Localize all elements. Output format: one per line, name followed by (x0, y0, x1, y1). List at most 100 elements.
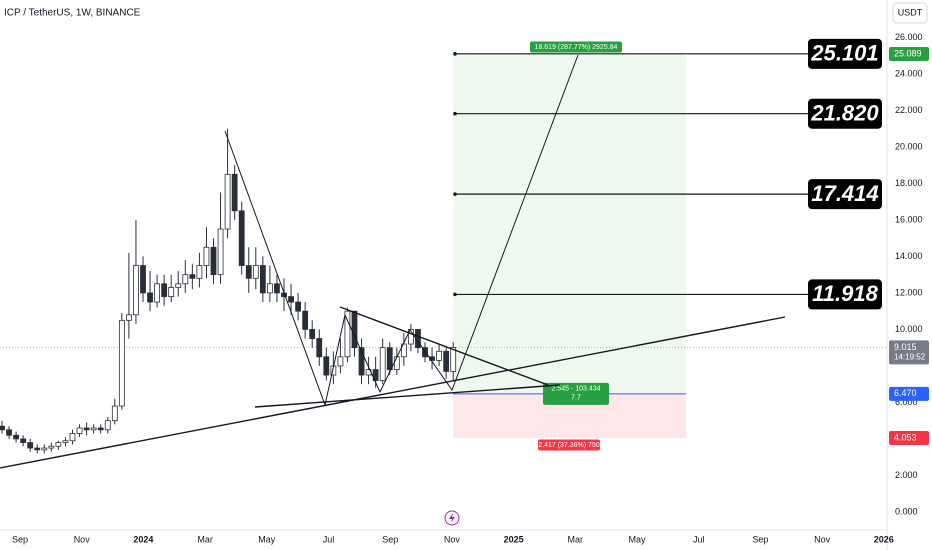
level-label: 17.414 (811, 181, 878, 206)
candle-body (147, 292, 153, 303)
last-price-tag (889, 340, 929, 365)
candle-body (337, 356, 344, 367)
candle-body (196, 265, 203, 279)
level-anchor (453, 192, 457, 196)
chart-title: ICP / TetherUS, 1W, BINANCE (4, 8, 141, 19)
candle-body (175, 283, 182, 288)
candle-body (90, 427, 97, 431)
stop-price: 4.053 (894, 432, 917, 442)
target-price: 25.089 (894, 48, 922, 58)
level-box (808, 279, 882, 310)
x-tick-label: Mar (568, 534, 584, 544)
candle-body (245, 265, 252, 279)
x-tick-label: 2026 (874, 534, 894, 544)
candle-body (238, 210, 245, 266)
candle-body (266, 283, 273, 294)
candle-body (133, 265, 139, 316)
candle-body (27, 442, 34, 449)
candle-body (386, 347, 393, 370)
candle-body (48, 445, 55, 449)
event-icon-bolt (449, 513, 455, 523)
candle-body (316, 338, 323, 358)
entry-stats-box (543, 382, 609, 405)
x-tick-label: Jul (323, 534, 335, 544)
candle-body (20, 438, 27, 443)
candle-body (154, 283, 161, 303)
candle-body (62, 440, 69, 443)
profit-zone (453, 54, 686, 394)
y-tick-label: 22.000 (895, 105, 923, 115)
target-stats-box (530, 41, 622, 53)
candle-body (104, 420, 111, 431)
candle-body (379, 347, 386, 381)
x-tick-label: 2024 (133, 534, 153, 544)
y-tick-label: 16.000 (895, 214, 923, 224)
y-tick-label: 0.000 (895, 506, 918, 516)
trend-line (0, 316, 786, 469)
x-tick-label: Jul (693, 534, 705, 544)
x-tick-label: Sep (382, 534, 398, 544)
candle-body (111, 405, 118, 422)
entry-price: 6.470 (894, 388, 917, 398)
level-anchor (453, 52, 457, 56)
candle-body (189, 274, 196, 279)
candle-body (224, 173, 231, 230)
y-tick-label: 20.000 (895, 141, 923, 151)
x-tick-label: Sep (752, 534, 768, 544)
stop-stats-box (538, 439, 600, 451)
last-price: 9.015 (894, 342, 917, 352)
candle-body (0, 425, 5, 431)
target-stats: 18.619 (287.77%) 2925.84 (535, 44, 618, 51)
candle-body (372, 369, 379, 381)
currency-box[interactable] (892, 2, 928, 24)
candle-body (400, 343, 407, 358)
y-tick-label: 2.000 (895, 470, 918, 480)
candle-body (34, 447, 41, 451)
y-tick-label: 12.000 (895, 287, 923, 297)
y-tick-label: 18.000 (895, 178, 923, 188)
candle-body (295, 301, 302, 312)
x-tick-label: Nov (444, 534, 461, 544)
stop-stats: 2.417 (37.36%) 750 (538, 442, 600, 449)
drawings (0, 54, 786, 469)
x-tick-label: Nov (74, 534, 91, 544)
x-tick-label: May (258, 534, 276, 544)
level-box (808, 179, 882, 210)
candle-body (126, 314, 132, 321)
x-tick-label: Nov (814, 534, 831, 544)
candle-body (344, 310, 351, 358)
level-anchor (453, 292, 457, 297)
candle-body (203, 246, 210, 266)
candle-body (309, 329, 316, 339)
stop-price-tag (889, 430, 929, 445)
candle-body (443, 350, 450, 372)
candle-body (407, 329, 414, 345)
x-tick-label: Mar (197, 534, 213, 544)
candle-body (6, 429, 12, 436)
currency[interactable]: USDT (898, 7, 923, 17)
candle-body (83, 427, 90, 431)
level-label: 21.820 (810, 101, 879, 126)
x-tick-label: May (628, 534, 646, 544)
candle-body (182, 274, 189, 285)
level-anchor (453, 111, 457, 116)
target-price-tag (889, 47, 929, 62)
candle-body (76, 427, 83, 434)
candle-body (118, 319, 125, 407)
level-box (808, 38, 882, 69)
candle-body (259, 265, 266, 294)
trend-line (339, 306, 549, 386)
y-tick-label: 24.000 (895, 68, 923, 78)
candle-body (450, 347, 457, 372)
y-tick-label: 14.000 (895, 251, 923, 261)
y-tick-label: 6.000 (895, 397, 918, 407)
entry-stats: 2.545 - 103.434 (551, 386, 600, 393)
y-tick-label: 10.000 (895, 324, 923, 334)
candle-body (323, 356, 330, 376)
candle-body (351, 310, 358, 349)
candle-body (302, 310, 309, 330)
entry-price-tag (889, 386, 929, 401)
candle-body (161, 283, 168, 297)
candle-body (393, 356, 400, 370)
